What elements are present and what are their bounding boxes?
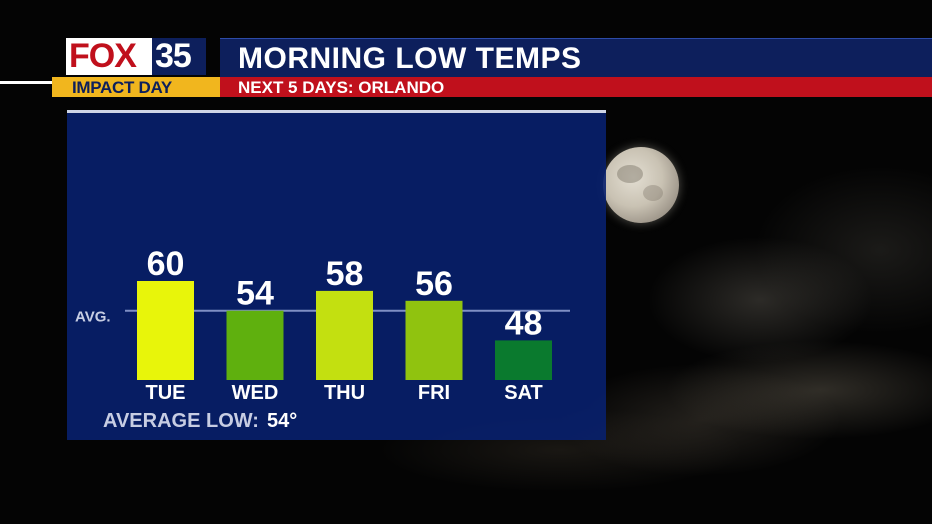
bar-sat bbox=[495, 340, 552, 380]
bar-tue bbox=[137, 281, 194, 380]
footer-value: 54° bbox=[267, 410, 297, 432]
footer-label: AVERAGE LOW: bbox=[103, 410, 259, 432]
bar-thu bbox=[316, 290, 373, 380]
accent-line bbox=[0, 81, 52, 84]
title-bar: MORNING LOW TEMPS bbox=[220, 38, 932, 78]
category-label-wed: WED bbox=[232, 382, 279, 404]
value-label-wed: 54 bbox=[236, 275, 274, 313]
moon-image bbox=[603, 147, 679, 223]
average-line-label: AVG. bbox=[75, 309, 111, 326]
logo-word: FOX bbox=[66, 38, 152, 75]
bar-fri bbox=[405, 300, 463, 380]
bar-wed bbox=[226, 310, 284, 380]
logo-number: 35 bbox=[152, 38, 206, 75]
graphic-title: MORNING LOW TEMPS bbox=[238, 42, 582, 75]
value-label-fri: 56 bbox=[415, 265, 453, 303]
category-label-thu: THU bbox=[324, 382, 365, 404]
value-label-thu: 58 bbox=[326, 255, 364, 293]
subtitle-bar: NEXT 5 DAYS: ORLANDO bbox=[220, 77, 932, 97]
category-label-sat: SAT bbox=[504, 382, 543, 404]
category-label-fri: FRI bbox=[418, 382, 450, 404]
category-label-tue: TUE bbox=[146, 382, 186, 404]
value-label-sat: 48 bbox=[505, 304, 543, 342]
station-logo: FOX 35 bbox=[66, 38, 206, 75]
impact-day-tag: IMPACT DAY bbox=[52, 77, 220, 97]
graphic-subtitle: NEXT 5 DAYS: ORLANDO bbox=[238, 78, 445, 97]
value-label-tue: 60 bbox=[147, 245, 185, 283]
chart-panel: AVERAGE LOW: 54° AVG. 60 TUE 54 WED 58 THU 56 FR… bbox=[67, 110, 606, 440]
bar-chart: AVERAGE LOW: 54° AVG. 60 TUE 54 WED 58 THU 56 FR… bbox=[75, 245, 570, 432]
